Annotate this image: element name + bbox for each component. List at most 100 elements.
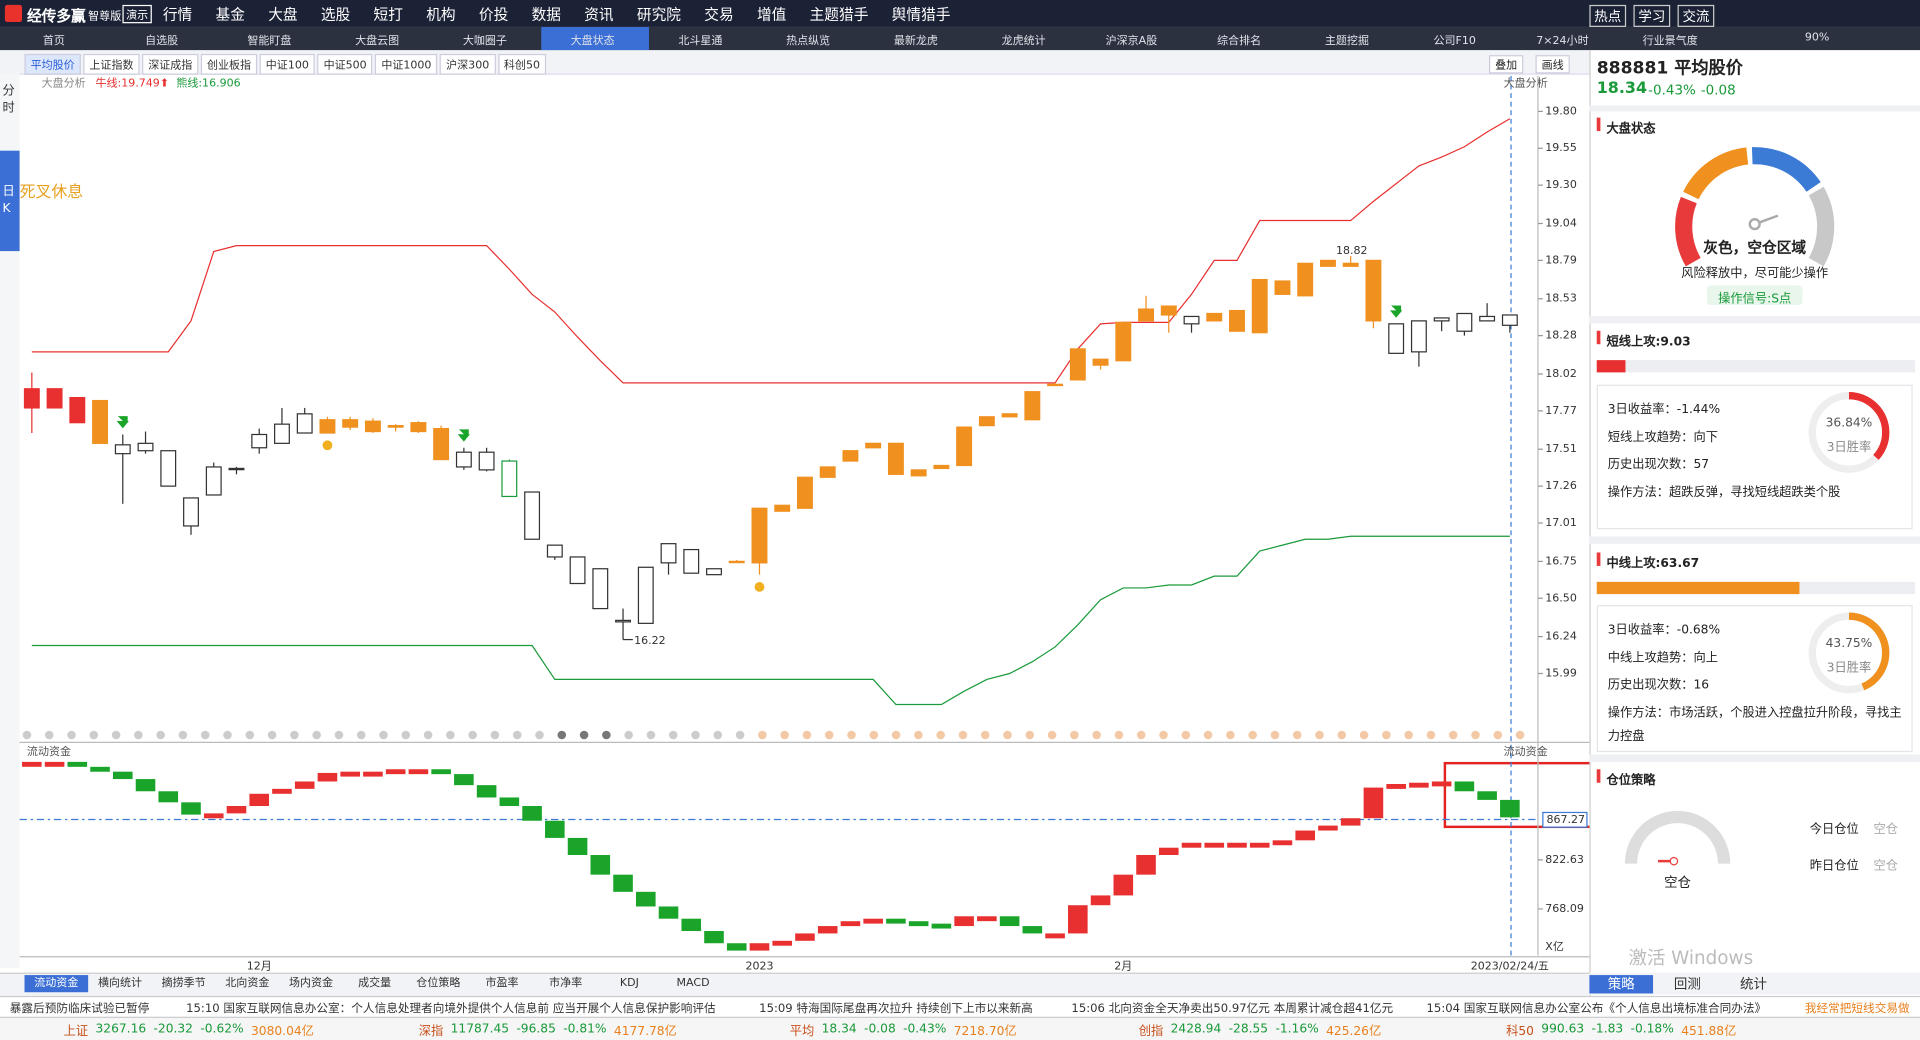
top-button[interactable]: 学习 (1633, 4, 1671, 27)
status-text: 451.88亿 (1681, 1025, 1737, 1039)
news-item[interactable]: 暴露后预防临床试验已暂停 (9, 1002, 150, 1016)
indicator-tab[interactable]: 仓位策略 (416, 977, 461, 990)
news-bar (0, 995, 1920, 1018)
flow-bar (1477, 791, 1497, 800)
menu-item[interactable]: 基金 (215, 6, 245, 24)
candle-body (774, 504, 791, 512)
menu-item[interactable]: 大盘 (268, 6, 298, 24)
top-button[interactable]: 交流 (1677, 4, 1715, 27)
nav-tab[interactable]: 智能盯盘 (247, 35, 292, 48)
nav-tab[interactable]: 主题挖掘 (1324, 35, 1369, 48)
menu-item[interactable]: 交易 (704, 6, 734, 24)
indicator-tab[interactable]: 成交量 (358, 977, 392, 990)
status-dot (891, 730, 901, 740)
nav-tab[interactable]: 自选股 (145, 35, 179, 48)
nav-tab[interactable]: 大咖圈子 (462, 35, 507, 48)
menu-item[interactable]: 短打 (373, 6, 403, 24)
candle-body (46, 388, 63, 409)
flow-bar (1386, 783, 1406, 789)
candle-body (1319, 259, 1336, 267)
nav-tab[interactable]: 最新龙虎 (893, 35, 938, 48)
side-tab[interactable]: 日K (2, 184, 15, 216)
menu-item[interactable]: 数据 (531, 6, 561, 24)
status-dot (223, 730, 232, 740)
panel-tab[interactable]: 回测 (1673, 976, 1701, 993)
indicator-tab[interactable]: 场内资金 (288, 977, 334, 990)
news-item[interactable]: 15:04 国家互联网信息办公室公布《个人信息出境标准合同办法》 (1426, 1002, 1767, 1016)
status-index: 创指 2428.94 -28.55 -1.16% 425.26亿 (1138, 1020, 1381, 1039)
flow-bar (181, 802, 201, 815)
nav-tab[interactable]: 沪深京A股 (1105, 35, 1158, 48)
top-button[interactable]: 热点 (1589, 4, 1627, 27)
news-item[interactable]: 15:10 国家互联网信息办公室：个人信息处理者向境外提供个人信息前 应当开展个… (186, 1002, 716, 1016)
index-tab[interactable]: 科创50 (497, 53, 547, 75)
nav-tab[interactable]: 行业景气度 (1642, 35, 1698, 48)
candle-body (569, 556, 586, 585)
nav-tab[interactable]: 首页 (42, 35, 65, 48)
status-dot (1226, 730, 1235, 740)
index-tab[interactable]: 中证1000 (375, 53, 438, 75)
menu-item[interactable]: 研究院 (636, 6, 682, 24)
nav-tab[interactable]: 7×24小时 (1536, 35, 1589, 48)
menu-item[interactable]: 行情 (162, 6, 193, 24)
candle-body (69, 396, 86, 424)
nav-tab[interactable]: 龙虎统计 (1001, 35, 1046, 48)
status-dot (1471, 730, 1480, 740)
status-dot (1070, 730, 1079, 740)
chart-tool[interactable]: 画线 (1535, 55, 1570, 74)
status-text: 科50 (1506, 1025, 1534, 1039)
status-text: 创指 (1138, 1025, 1164, 1039)
index-tab[interactable]: 平均股价 (24, 53, 81, 75)
nav-tab[interactable]: 热点纵览 (786, 35, 831, 48)
flow-bar (476, 785, 497, 798)
panel-tab[interactable]: 统计 (1740, 976, 1767, 993)
y-tick-label: 16.24 (1545, 630, 1577, 643)
status-dot (490, 730, 500, 740)
nav-tab[interactable]: 综合排名 (1217, 35, 1262, 48)
menu-item[interactable]: 机构 (426, 6, 456, 24)
menu-item[interactable]: 价投 (478, 6, 509, 24)
menu-item[interactable]: 增值 (756, 6, 787, 24)
candle-body (501, 460, 518, 498)
index-tab[interactable]: 创业板指 (200, 53, 258, 75)
menu-item[interactable]: 舆情猎手 (891, 6, 951, 24)
candle-body (956, 426, 973, 467)
nav-tab[interactable]: 大盘云图 (355, 35, 400, 48)
nav-tab[interactable]: 公司F10 (1433, 35, 1476, 48)
candle-body (364, 420, 381, 433)
news-item[interactable]: 15:06 北向资金全天净卖出50.97亿元 本周累计减仓超41亿元 (1071, 1002, 1394, 1016)
menu-item[interactable]: 资讯 (584, 6, 614, 24)
nav-tab[interactable]: 大盘状态 (570, 35, 615, 48)
news-item[interactable]: 15:09 特海国际尾盘再次拉升 持续创下上市以来新高 (759, 1002, 1033, 1016)
indicator-tab[interactable]: 市净率 (549, 977, 583, 990)
indicator-tab[interactable]: 流动资金 (24, 975, 89, 993)
position-value: 空仓 (1873, 823, 1898, 837)
candle-body (1479, 315, 1496, 322)
panel-tab[interactable]: 策略 (1589, 975, 1654, 994)
nav-tab[interactable]: 北斗星通 (678, 35, 723, 48)
index-tab[interactable]: 深证成指 (142, 53, 199, 75)
indicator-tab[interactable]: 摘捞季节 (161, 977, 206, 990)
status-dot (111, 730, 121, 740)
indicator-tab[interactable]: 北向资金 (225, 977, 270, 990)
index-tab[interactable]: 中证500 (317, 53, 373, 75)
index-tab[interactable]: 沪深300 (440, 53, 496, 75)
index-tab[interactable]: 中证100 (259, 53, 316, 75)
indicator-tab[interactable]: KDJ (619, 977, 639, 990)
flow-bar (954, 916, 974, 927)
status-text: -1.16% (1275, 1022, 1319, 1037)
side-tab[interactable]: 分时 (2, 84, 15, 116)
flow-bar (1204, 842, 1225, 848)
score-bar (1596, 581, 1800, 595)
indicator-tab[interactable]: 市盈率 (485, 977, 519, 990)
menu-item[interactable]: 选股 (320, 6, 351, 24)
section-title: 短线上攻:9.03 (1606, 335, 1691, 350)
stat-line: 3日收益率：-1.44% (1607, 403, 1721, 417)
menu-item[interactable]: 主题猎手 (809, 6, 869, 24)
chart-tool[interactable]: 叠加 (1488, 55, 1524, 74)
indicator-tab[interactable]: MACD (676, 977, 710, 990)
indicator-tab[interactable]: 横向统计 (97, 977, 143, 990)
y-tick-label: 17.51 (1545, 442, 1577, 455)
index-tab[interactable]: 上证指数 (83, 53, 140, 75)
candle-body (615, 619, 632, 623)
